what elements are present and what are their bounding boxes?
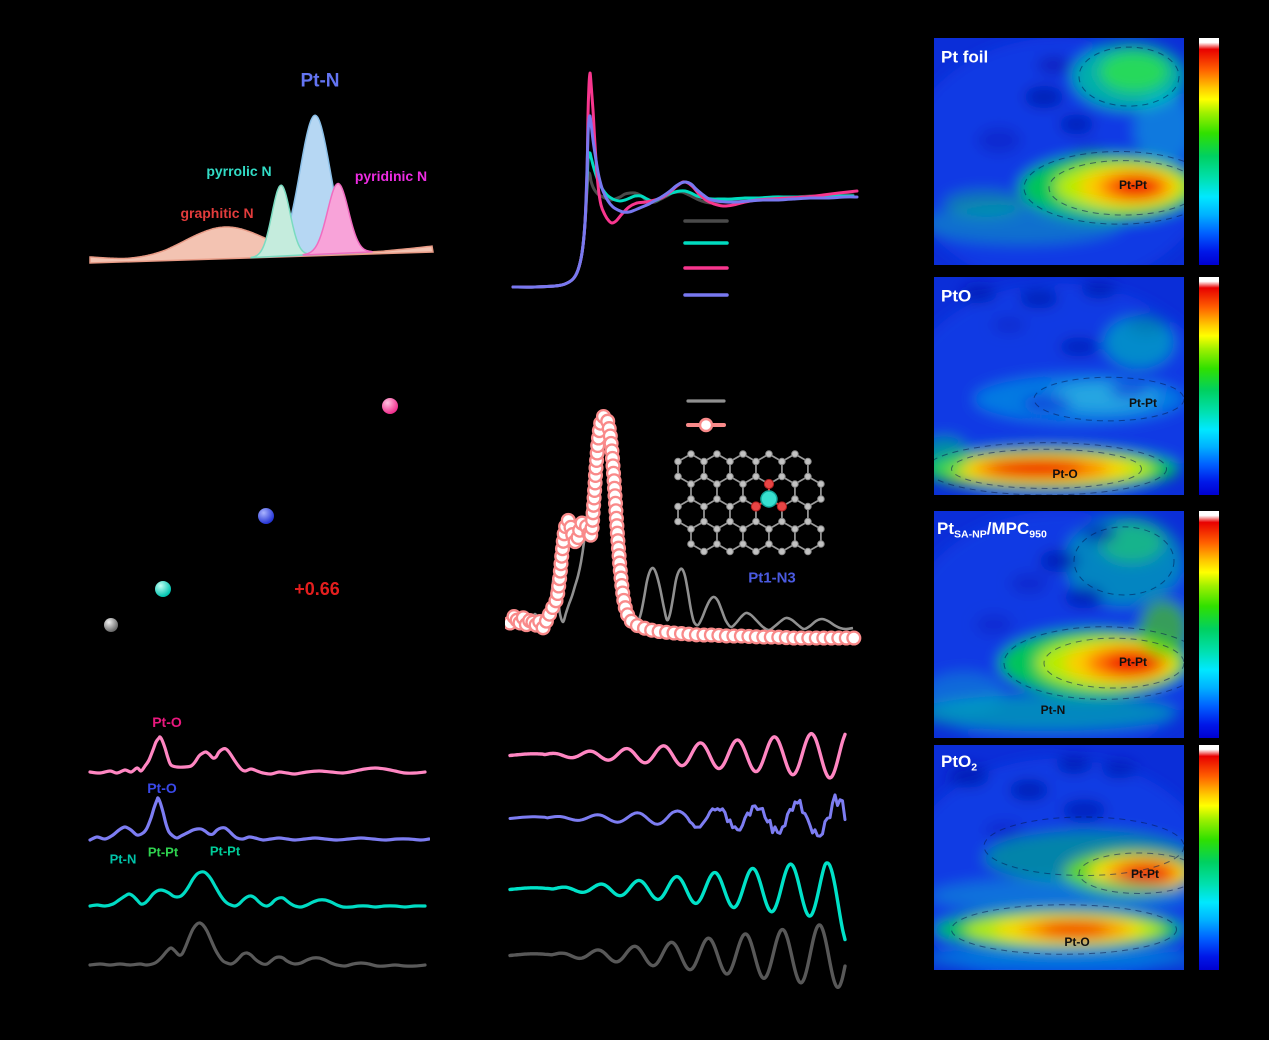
colorbar-pto <box>1199 277 1219 495</box>
scatter-point-blue <box>258 508 274 524</box>
scatter-point-gray <box>104 618 118 632</box>
panel-xanes <box>511 71 859 297</box>
wavelet-ann-pto-ptpt: Pt-Pt <box>1129 396 1157 410</box>
panel-k-exafs <box>508 732 847 989</box>
scatter-value-label: +0.66 <box>294 579 340 599</box>
scatter-point-pink <box>382 398 398 414</box>
ft-label-pt-pt-2: Pt-Pt <box>209 843 241 859</box>
scatter-point-cyan <box>155 581 171 597</box>
wavelet-title-pto2: PtO2 <box>941 752 978 774</box>
wavelet-title-ptsanp-mpc950: PtSA-NP/MPC950 <box>937 519 1047 541</box>
panel-ft-exafs <box>88 735 430 968</box>
wavelet-ann-pto2-ptpt: Pt-Pt <box>1131 867 1159 881</box>
colorbar-pto2 <box>1199 745 1219 970</box>
colorbar-ptsanp-mpc950 <box>1199 511 1219 738</box>
xps-label-pyrrolic-n: pyrrolic N <box>206 163 272 179</box>
wavelet-panel-pto <box>934 277 1184 495</box>
wavelet-ann-pto-pto: Pt-O <box>1052 467 1078 481</box>
colorbar-pt-foil <box>1199 38 1219 265</box>
ft-label-pt-n: Pt-N <box>109 851 137 867</box>
panel-xps-spectrum <box>89 114 434 264</box>
wavelet-ann-ptfoil-ptpt: Pt-Pt <box>1119 178 1147 192</box>
ft-label-pt-o-blue: Pt-O <box>147 780 177 796</box>
wavelet-ann-pto2-pto: Pt-O <box>1064 935 1090 949</box>
xps-label-pt-n: Pt-N <box>300 70 340 92</box>
wavelet-panel-pt-foil <box>934 38 1184 265</box>
wavelet-panel-ptsanp-mpc950 <box>934 511 1184 738</box>
fit-inset-molecule <box>674 450 825 556</box>
panel-exafs-fit <box>505 399 862 646</box>
wavelet-ann-ptsanp-ptn: Pt-N <box>1040 703 1066 717</box>
xps-label-pyridinic-n: pyridinic N <box>354 168 428 184</box>
wavelet-title-pto: PtO <box>941 286 972 306</box>
fit-inset-label: Pt1-N3 <box>748 569 796 587</box>
xps-label-graphitic-n: graphitic N <box>180 205 254 221</box>
ft-label-pt-o-pink: Pt-O <box>152 714 182 730</box>
wavelet-panel-pto2 <box>934 745 1184 970</box>
ft-label-pt-pt-1: Pt-Pt <box>147 844 179 860</box>
wavelet-ann-ptsanp-ptpt: Pt-Pt <box>1119 655 1147 669</box>
wavelet-title-pt-foil: Pt foil <box>941 47 989 67</box>
